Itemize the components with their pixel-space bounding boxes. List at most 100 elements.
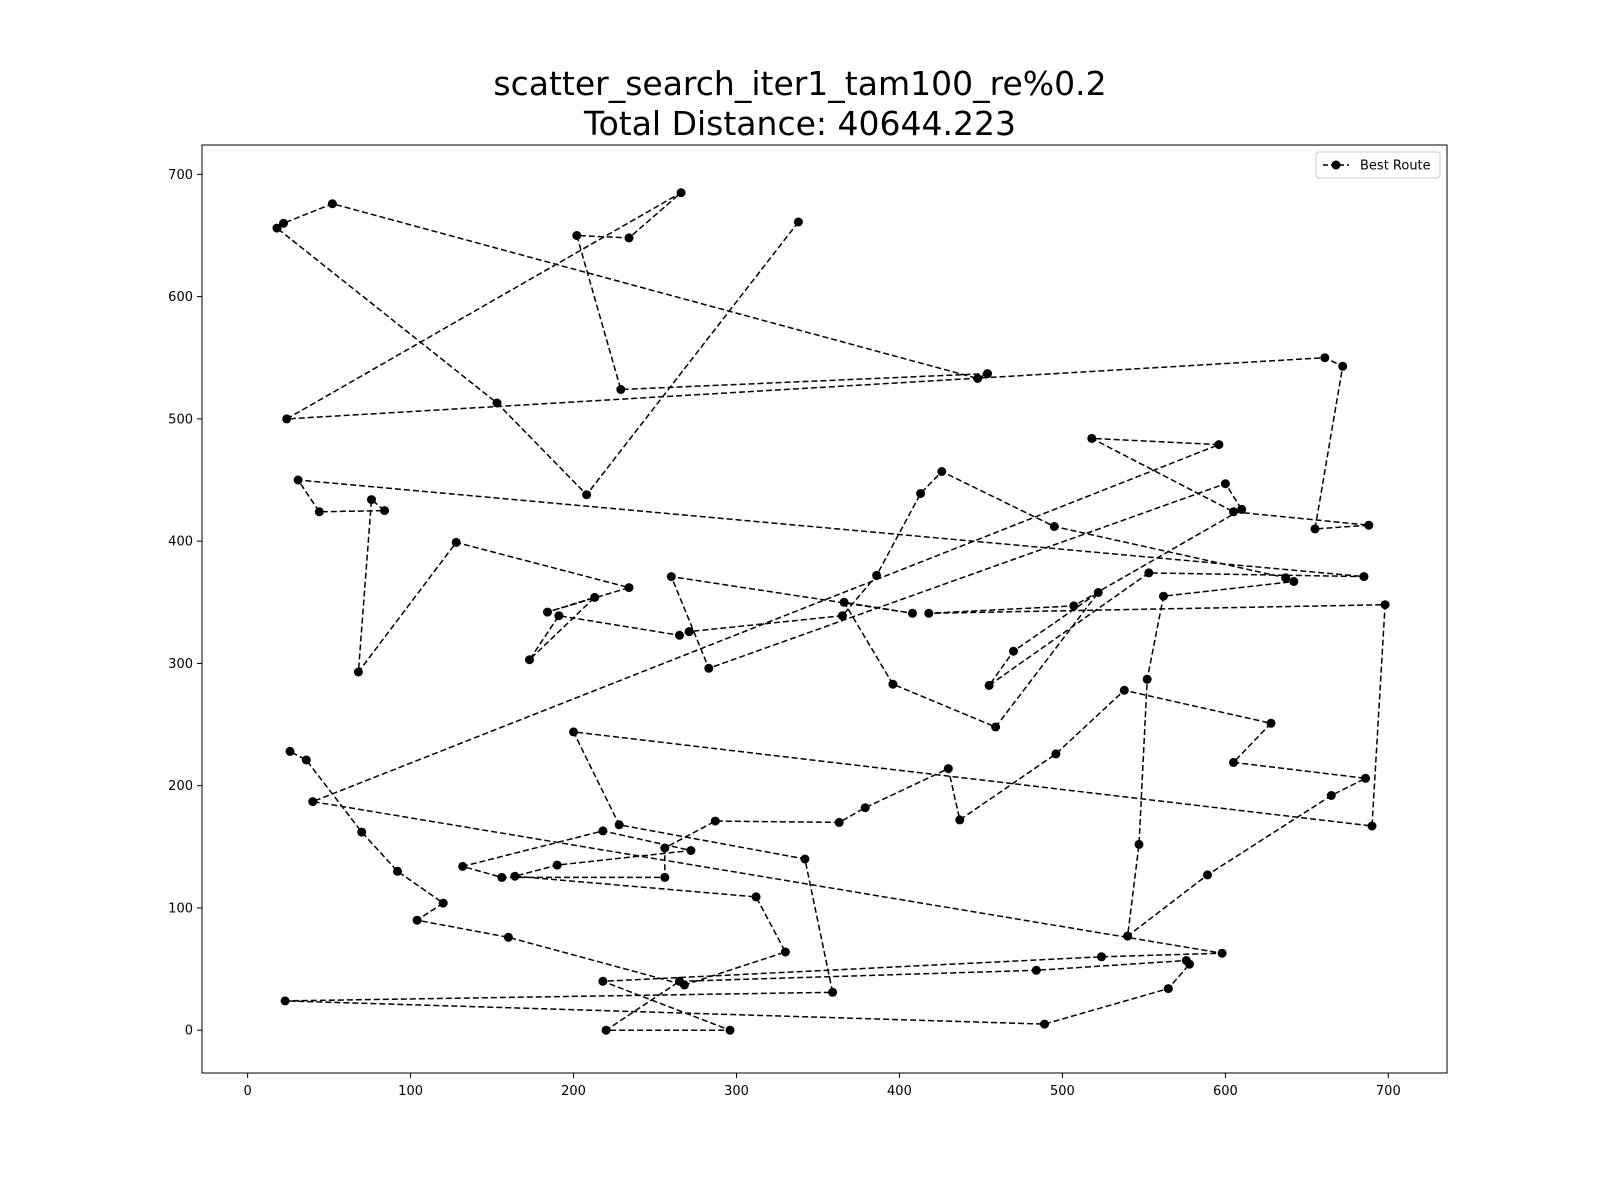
route-point (552, 860, 562, 870)
route-point (800, 854, 810, 864)
route-point (675, 630, 684, 640)
route-point (616, 385, 626, 394)
route-point (1163, 984, 1173, 994)
route-series (272, 188, 1390, 1035)
route-point (1367, 821, 1377, 831)
route-point (780, 947, 790, 957)
route-point (272, 223, 282, 233)
route-point (367, 495, 376, 505)
route-point (353, 667, 363, 677)
x-tick-label: 600 (1213, 1084, 1238, 1099)
route-point (280, 996, 290, 1006)
route-point (357, 827, 367, 837)
route-point (1237, 504, 1247, 514)
route-point (1229, 507, 1238, 517)
route-point (510, 871, 520, 881)
y-tick-label: 500 (168, 412, 193, 427)
route-point (1185, 959, 1194, 969)
route-point (285, 746, 295, 756)
route-point (282, 414, 292, 424)
route-point (1093, 588, 1103, 597)
route-point (614, 820, 624, 830)
route-point (983, 369, 992, 379)
route-point (1142, 674, 1152, 684)
route-point (279, 218, 288, 228)
plot-area-frame (201, 144, 1448, 1074)
route-point (554, 611, 564, 621)
route-point (572, 231, 582, 240)
route-point (1364, 520, 1374, 530)
route-point (590, 592, 600, 602)
y-tick-label: 300 (168, 657, 193, 672)
x-tick-label: 700 (1376, 1084, 1401, 1099)
route-point (1087, 433, 1097, 443)
chart-subtitle: Total Distance: 40644.223 (584, 104, 1016, 143)
route-point (458, 861, 468, 871)
y-tick-label: 200 (168, 779, 193, 794)
route-point (1097, 952, 1106, 962)
legend-box (1315, 151, 1441, 179)
route-point (438, 898, 448, 908)
route-point (1320, 353, 1330, 363)
x-tick-label: 200 (561, 1084, 586, 1099)
route-point (1203, 870, 1212, 880)
route-point (624, 233, 634, 243)
route-point (569, 727, 578, 737)
x-tick-label: 400 (887, 1084, 912, 1099)
axis-ticks: 0 100 200 300 400 500 600 700 0 100 200 300 400 500 60… (168, 168, 1401, 1099)
route-point (1220, 479, 1230, 489)
route-point (684, 627, 694, 637)
route-line (275, 192, 1386, 1031)
route-point (1289, 577, 1299, 586)
legend-marker-sample (1331, 160, 1341, 170)
route-point (679, 980, 689, 990)
route-point (751, 892, 761, 902)
route-point (924, 608, 934, 618)
route-point (308, 797, 318, 807)
route-point (492, 398, 502, 408)
x-tick-label: 100 (398, 1084, 423, 1099)
x-tick-label: 0 (243, 1084, 251, 1099)
route-point (916, 489, 926, 498)
route-point (860, 803, 870, 813)
route-point (412, 915, 422, 925)
route-point (543, 607, 552, 617)
route-point (839, 597, 849, 607)
route-point (793, 217, 803, 227)
route-point (955, 815, 965, 825)
route-point (1338, 361, 1348, 371)
y-tick-label: 600 (168, 290, 193, 305)
route-point (1229, 757, 1238, 767)
route-point (1069, 601, 1079, 611)
route-point (1217, 948, 1227, 958)
route-point (973, 374, 983, 383)
route-point (1159, 591, 1168, 601)
route-point (1359, 572, 1369, 582)
route-point (582, 490, 592, 500)
route-point (1214, 440, 1224, 450)
route-point (1040, 1019, 1049, 1029)
route-point (686, 846, 696, 855)
route-point (497, 872, 507, 882)
legend: Best Route (1315, 151, 1441, 179)
route-point (1119, 685, 1129, 695)
route-point (660, 872, 670, 882)
route-point (1144, 568, 1154, 578)
route-point (837, 611, 847, 621)
route-point (888, 679, 898, 689)
route-point (503, 932, 513, 942)
route-point (293, 475, 303, 485)
chart-title: scatter_search_iter1_tam100_re%0.2 (493, 64, 1107, 103)
route-point (598, 976, 608, 986)
legend-label: Best Route (1360, 159, 1431, 174)
route-point (1380, 600, 1390, 610)
route-point (834, 817, 844, 827)
route-point (380, 506, 389, 516)
route-point (943, 764, 953, 774)
route-point (1134, 839, 1144, 849)
route-point (1051, 749, 1061, 759)
route-point (301, 755, 311, 765)
route-point (1031, 965, 1041, 975)
x-tick-label: 500 (1050, 1084, 1075, 1099)
